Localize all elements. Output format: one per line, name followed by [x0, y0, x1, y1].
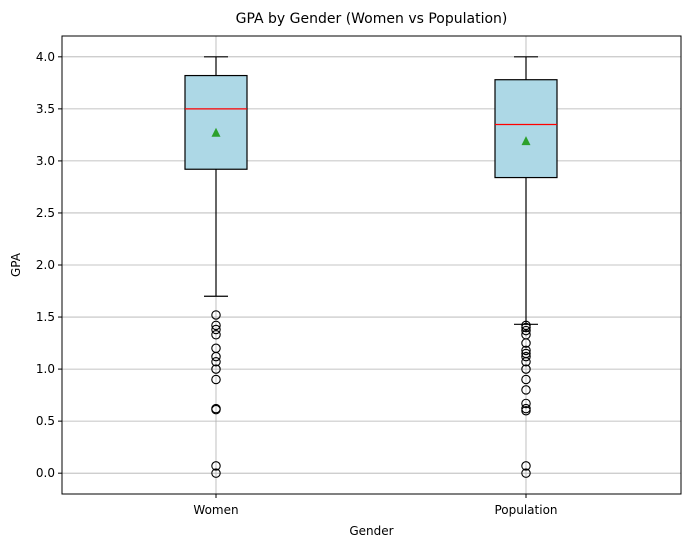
- outlier-point: [521, 338, 531, 348]
- outlier-point: [211, 324, 221, 335]
- box-plots: [184, 56, 558, 478]
- outlier-point: [521, 374, 531, 385]
- outlier-point: [211, 320, 221, 331]
- outlier-point: [521, 345, 531, 356]
- outlier-point: [211, 329, 221, 340]
- outlier-point: [211, 461, 221, 471]
- axis-ticks: 0.0 0.5 1.0 1.5 2.0 2.5 3.0 3.5 4.0 Women Populati…: [36, 50, 558, 517]
- box-women: [184, 56, 248, 478]
- box-population: [494, 56, 558, 478]
- x-tick-label: Women: [193, 503, 238, 517]
- y-tick-label: 2.0: [36, 258, 55, 272]
- y-tick-label: 0.0: [36, 466, 55, 480]
- outlier-point: [211, 357, 221, 367]
- outlier-point: [521, 385, 531, 395]
- outlier-point: [521, 357, 531, 367]
- y-tick-label: 0.5: [36, 414, 55, 428]
- outlier-point: [521, 322, 531, 333]
- chart-title: GPA by Gender (Women vs Population): [236, 11, 508, 27]
- y-tick-label: 3.5: [36, 102, 55, 116]
- y-axis-label: GPA: [9, 252, 23, 277]
- y-tick-label: 4.0: [36, 50, 55, 64]
- outlier-point: [211, 468, 221, 478]
- y-tick-label: 2.5: [36, 206, 55, 220]
- outlier-point: [211, 364, 221, 374]
- y-tick-label: 1.0: [36, 362, 55, 376]
- outlier-point: [521, 351, 531, 362]
- outlier-point: [211, 351, 221, 362]
- iqr-box: [184, 74, 248, 170]
- outlier-point: [211, 374, 221, 385]
- grid-lines: [62, 36, 681, 494]
- y-tick-label: 1.5: [36, 310, 55, 324]
- outlier-point: [211, 310, 221, 320]
- x-tick-label: Population: [494, 503, 557, 517]
- y-tick-label: 3.0: [36, 154, 55, 168]
- outlier-point: [521, 461, 531, 471]
- outlier-point: [521, 364, 531, 374]
- outlier-point: [521, 325, 531, 336]
- mean-marker: [521, 136, 531, 146]
- outlier-point: [521, 398, 531, 409]
- x-axis-label: Gender: [349, 524, 393, 538]
- outlier-point: [521, 405, 531, 416]
- outlier-point: [211, 404, 221, 415]
- mean-marker: [211, 127, 221, 137]
- outlier-point: [521, 468, 531, 478]
- iqr-box: [494, 79, 558, 179]
